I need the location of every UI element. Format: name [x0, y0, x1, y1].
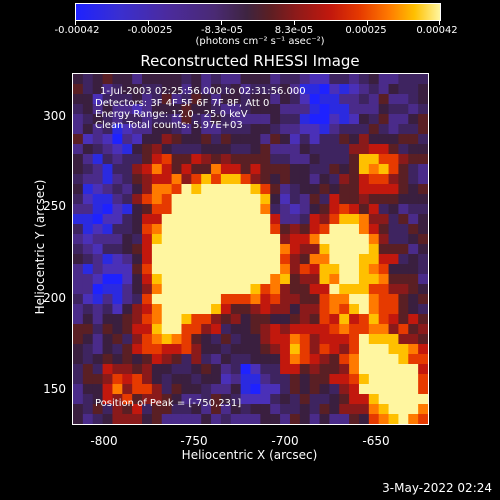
- y-tick-label: 300: [43, 109, 66, 123]
- rhessi-image-panel: 1-Jul-2003 02:25:56.000 to 02:31:56.000 …: [72, 73, 429, 425]
- x-tick-label: -800: [90, 434, 118, 448]
- time-range-label: 1-Jul-2003 02:25:56.000 to 02:31:56.000: [100, 86, 306, 97]
- clean-counts-label: Clean Total counts: 5.97E+03: [95, 120, 243, 131]
- y-tick-label: 250: [43, 199, 66, 213]
- colorbar: [75, 3, 441, 21]
- peak-position-label: Position of Peak = [-750,231]: [95, 398, 242, 409]
- x-tick-label: -650: [362, 434, 390, 448]
- y-tick-label: 150: [43, 382, 66, 396]
- colorbar-tick-label: 0.00025: [345, 25, 387, 36]
- colorbar-tick-label: 8.3e-05: [274, 25, 314, 36]
- x-axis-label: Heliocentric X (arcsec): [181, 448, 318, 462]
- colorbar-units: (photons cm⁻² s⁻¹ asec⁻²): [195, 36, 325, 47]
- colorbar-tick-label: -0.00042: [54, 25, 100, 36]
- y-axis: 300 250 200 150: [0, 0, 72, 430]
- x-tick-label: -700: [271, 434, 299, 448]
- rhessi-image: [73, 74, 428, 424]
- y-tick-label: 200: [43, 291, 66, 305]
- colorbar-tick-label: 0.00042: [416, 25, 458, 36]
- colorbar-tick-label: -8.3e-05: [201, 25, 243, 36]
- energy-range-label: Energy Range: 12.0 - 25.0 keV: [95, 109, 248, 120]
- y-axis-label: Heliocentric Y (arcsec): [33, 179, 47, 315]
- colorbar-ticks: -0.00042 -0.00025 -8.3e-05 8.3e-05 0.000…: [0, 0, 500, 40]
- detectors-label: Detectors: 3F 4F 5F 6F 7F 8F, Att 0: [95, 98, 270, 109]
- colorbar-tick-label: -0.00025: [127, 25, 173, 36]
- x-tick-label: -750: [180, 434, 208, 448]
- image-title: Reconstructed RHESSI Image: [140, 52, 360, 70]
- date-stamp: 3-May-2022 02:24: [382, 481, 492, 495]
